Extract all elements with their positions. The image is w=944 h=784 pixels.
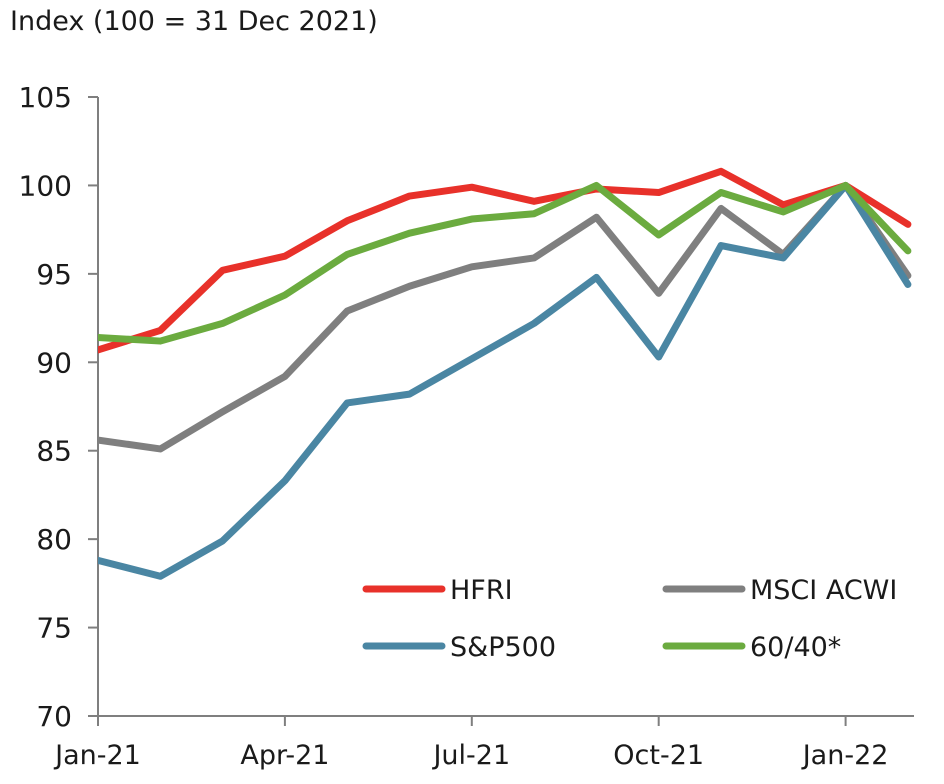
series-line-msci-acwi <box>98 181 912 453</box>
legend-label: S&P500 <box>450 632 556 663</box>
series-layer <box>98 167 912 580</box>
y-axis: 70 75 80 85 90 95 100 105 <box>19 81 99 733</box>
x-tick-label: Jan-21 <box>53 740 141 771</box>
y-tick-label: 95 <box>36 258 72 291</box>
series-line-60-40 <box>98 181 912 345</box>
y-tick-label: 90 <box>36 346 72 379</box>
legend: HFRI MSCI ACWI S&P500 60/40* <box>362 575 897 663</box>
x-tick-label: Jul-21 <box>431 740 510 771</box>
series-line-hfri <box>98 167 912 354</box>
y-tick-label: 85 <box>36 435 72 468</box>
x-tick-label: Jan-22 <box>801 740 889 771</box>
y-tick-label: 70 <box>36 700 72 733</box>
x-tick-label: Oct-21 <box>613 740 704 771</box>
y-tick-label: 75 <box>36 612 72 645</box>
y-tick-label: 105 <box>19 81 72 114</box>
y-tick-label: 100 <box>19 169 72 202</box>
legend-label: HFRI <box>450 575 513 606</box>
series-line-s-p500 <box>98 181 912 580</box>
legend-label: 60/40* <box>750 632 841 663</box>
legend-label: MSCI ACWI <box>750 575 897 606</box>
chart-title: Index (100 = 31 Dec 2021) <box>10 6 378 37</box>
x-axis: Jan-21 Apr-21 Jul-21 Oct-21 Jan-22 <box>53 715 914 771</box>
y-tick-label: 80 <box>36 523 72 556</box>
x-tick-label: Apr-21 <box>240 740 329 771</box>
